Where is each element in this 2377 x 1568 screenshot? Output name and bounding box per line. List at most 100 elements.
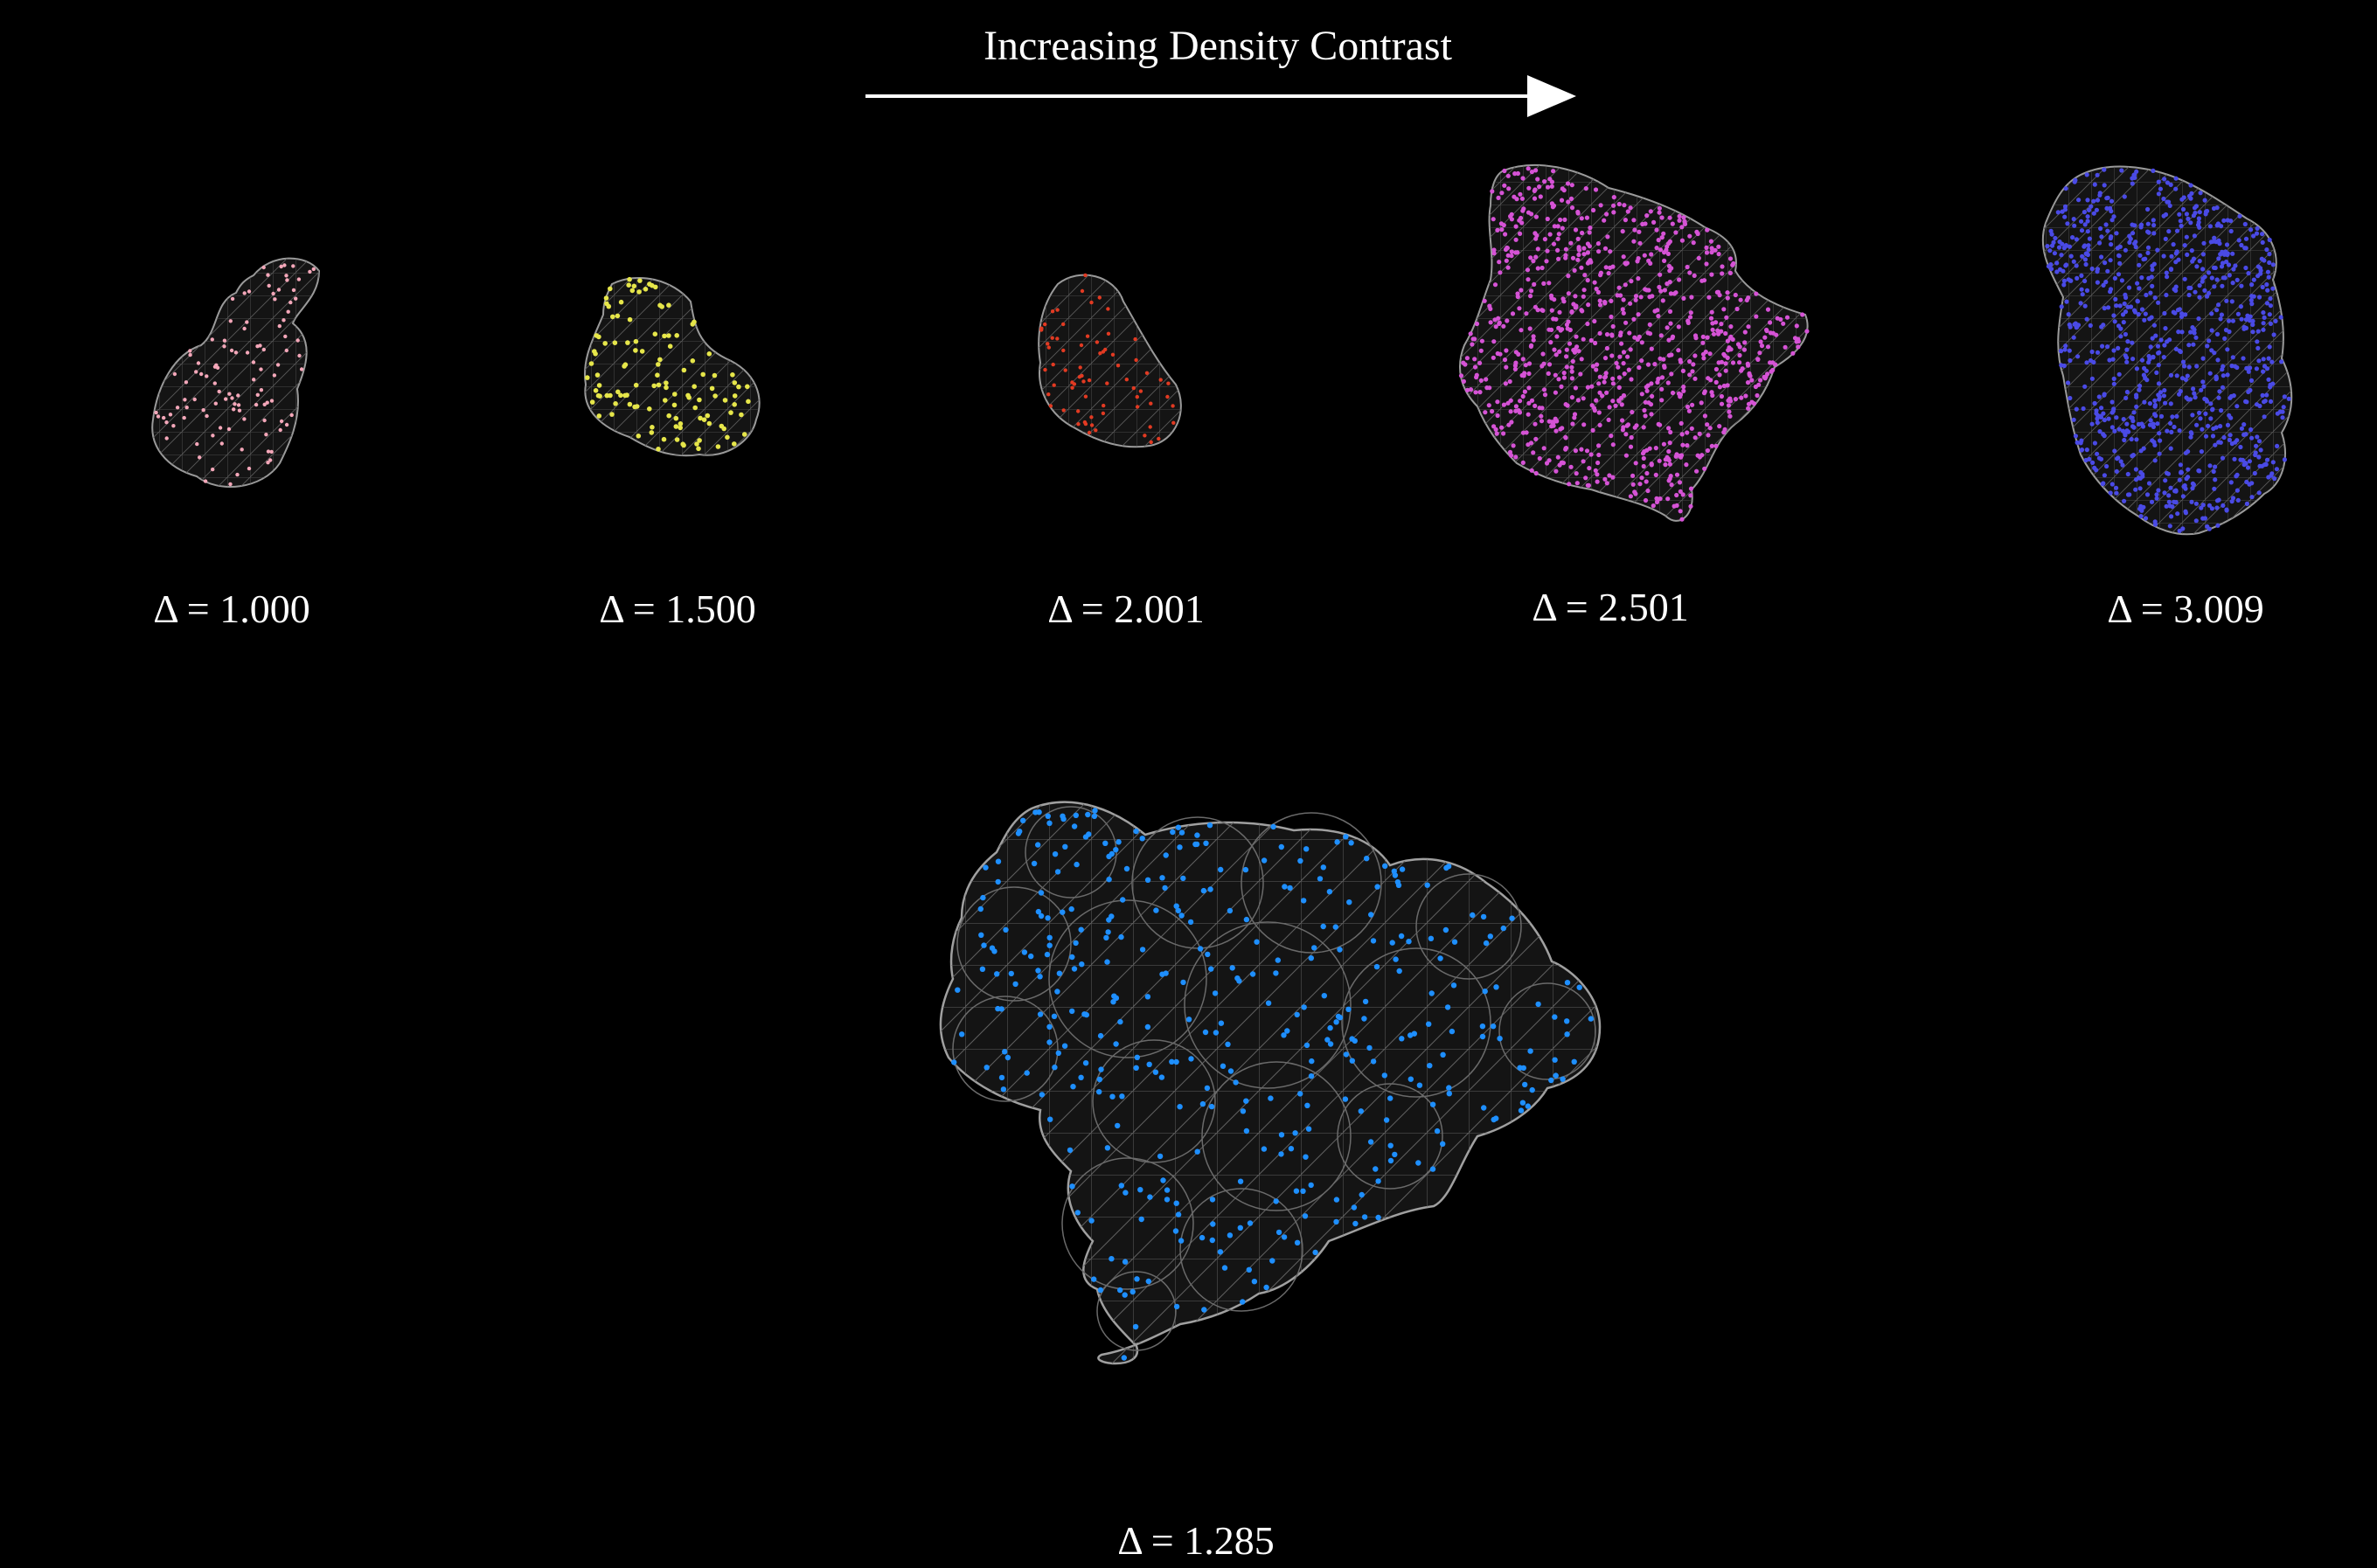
particle-point: [164, 436, 169, 441]
particle-point: [2213, 265, 2218, 271]
particle-point: [1531, 337, 1536, 343]
particle-point: [1649, 412, 1654, 417]
particle-point: [636, 434, 642, 439]
particle-point: [2099, 254, 2104, 260]
particle-point: [2192, 391, 2197, 396]
particle-point: [1533, 470, 1539, 476]
particle-point: [1587, 230, 1592, 235]
particle-point: [1792, 336, 1798, 341]
particle-point: [2232, 456, 2237, 461]
particle-point: [1229, 965, 1235, 971]
particle-point: [1667, 280, 1672, 285]
particle-point: [1498, 270, 1503, 275]
particle-point: [2255, 225, 2260, 231]
particle-point: [1506, 186, 1512, 191]
particle-point: [1629, 434, 1634, 441]
particle-point: [1556, 256, 1561, 261]
particle-point: [1575, 236, 1581, 241]
particle-point: [1382, 863, 1388, 869]
particle-point: [2145, 245, 2151, 250]
particle-point: [2102, 167, 2107, 172]
particle-point: [1719, 359, 1724, 364]
particle-point: [2133, 245, 2138, 250]
particle-point: [2173, 186, 2179, 191]
particle-point: [2201, 384, 2207, 389]
particle-point: [1684, 462, 1689, 468]
particle-point: [218, 426, 223, 430]
particle-point: [2096, 394, 2102, 399]
particle-point: [1446, 1091, 1453, 1097]
particle-point: [1521, 206, 1526, 212]
particle-point: [1110, 999, 1116, 1005]
particle-point: [2248, 227, 2254, 232]
particle-point: [1659, 215, 1665, 220]
particle-point: [1658, 496, 1663, 502]
particle-point: [1117, 1018, 1123, 1025]
particle-point: [1721, 351, 1727, 357]
particle-point: [255, 392, 260, 397]
particle-point: [2245, 465, 2251, 470]
particle-point: [692, 405, 698, 411]
particle-point: [2152, 442, 2158, 448]
particle-point: [267, 283, 271, 288]
particle-point: [1573, 227, 1579, 232]
particle-point: [2228, 480, 2234, 485]
particle-point: [1163, 852, 1169, 858]
particle-point: [1180, 875, 1186, 882]
particle-point: [1300, 1188, 1306, 1195]
particle-point: [632, 404, 637, 410]
particle-point: [1472, 336, 1477, 342]
particle-point: [1661, 231, 1666, 236]
particle-point: [2270, 286, 2276, 291]
particle-point: [1572, 415, 1577, 420]
particle-point: [1564, 347, 1569, 352]
particle-point: [2163, 236, 2168, 241]
particle-point: [1628, 205, 1633, 211]
particle-point: [1585, 278, 1590, 283]
particle-point: [1687, 270, 1692, 275]
particle-point: [2266, 475, 2271, 480]
particle-point: [2221, 364, 2226, 369]
particle-point: [1621, 361, 1626, 366]
particle-point: [664, 385, 669, 391]
particle-point: [606, 303, 612, 309]
particle-point: [2178, 462, 2183, 468]
particle-point: [1642, 253, 1647, 258]
particle-point: [1342, 1096, 1349, 1102]
particle-point: [1764, 328, 1769, 334]
particle-point: [1512, 171, 1518, 177]
particle-point: [1491, 1116, 1497, 1123]
particle-point: [2249, 495, 2255, 500]
particle-point: [2116, 253, 2122, 258]
particle-point: [2268, 382, 2273, 387]
particle-point: [2114, 231, 2119, 236]
particle-point: [2099, 234, 2104, 239]
particle-point: [1512, 366, 1518, 371]
particle-point: [2087, 236, 2092, 241]
particle-point: [2169, 514, 2174, 519]
particle-point: [211, 434, 215, 438]
particle-point: [2151, 218, 2156, 223]
particle-point: [2084, 172, 2089, 177]
particle-point: [2114, 415, 2119, 420]
particle-point: [1046, 345, 1052, 350]
delta-label-2: Δ = 1.500: [599, 586, 756, 631]
particle-point: [1518, 1107, 1525, 1114]
particle-point: [1424, 882, 1430, 888]
particle-point: [2156, 179, 2161, 184]
particle-point: [1574, 481, 1580, 486]
particle-point: [1589, 384, 1595, 389]
particle-point: [2188, 430, 2193, 435]
particle-point: [1533, 187, 1538, 192]
particle-point: [1116, 364, 1121, 368]
particle-point: [1781, 321, 1786, 326]
particle-point: [2256, 358, 2262, 364]
particle-point: [1496, 195, 1501, 200]
particle-point: [1694, 229, 1699, 234]
particle-point: [2162, 388, 2167, 393]
particle-point: [1061, 322, 1066, 327]
particle-point: [2118, 334, 2123, 339]
cluster-2-points: [585, 276, 751, 452]
particle-point: [1515, 250, 1520, 255]
particle-point: [1046, 1023, 1053, 1030]
